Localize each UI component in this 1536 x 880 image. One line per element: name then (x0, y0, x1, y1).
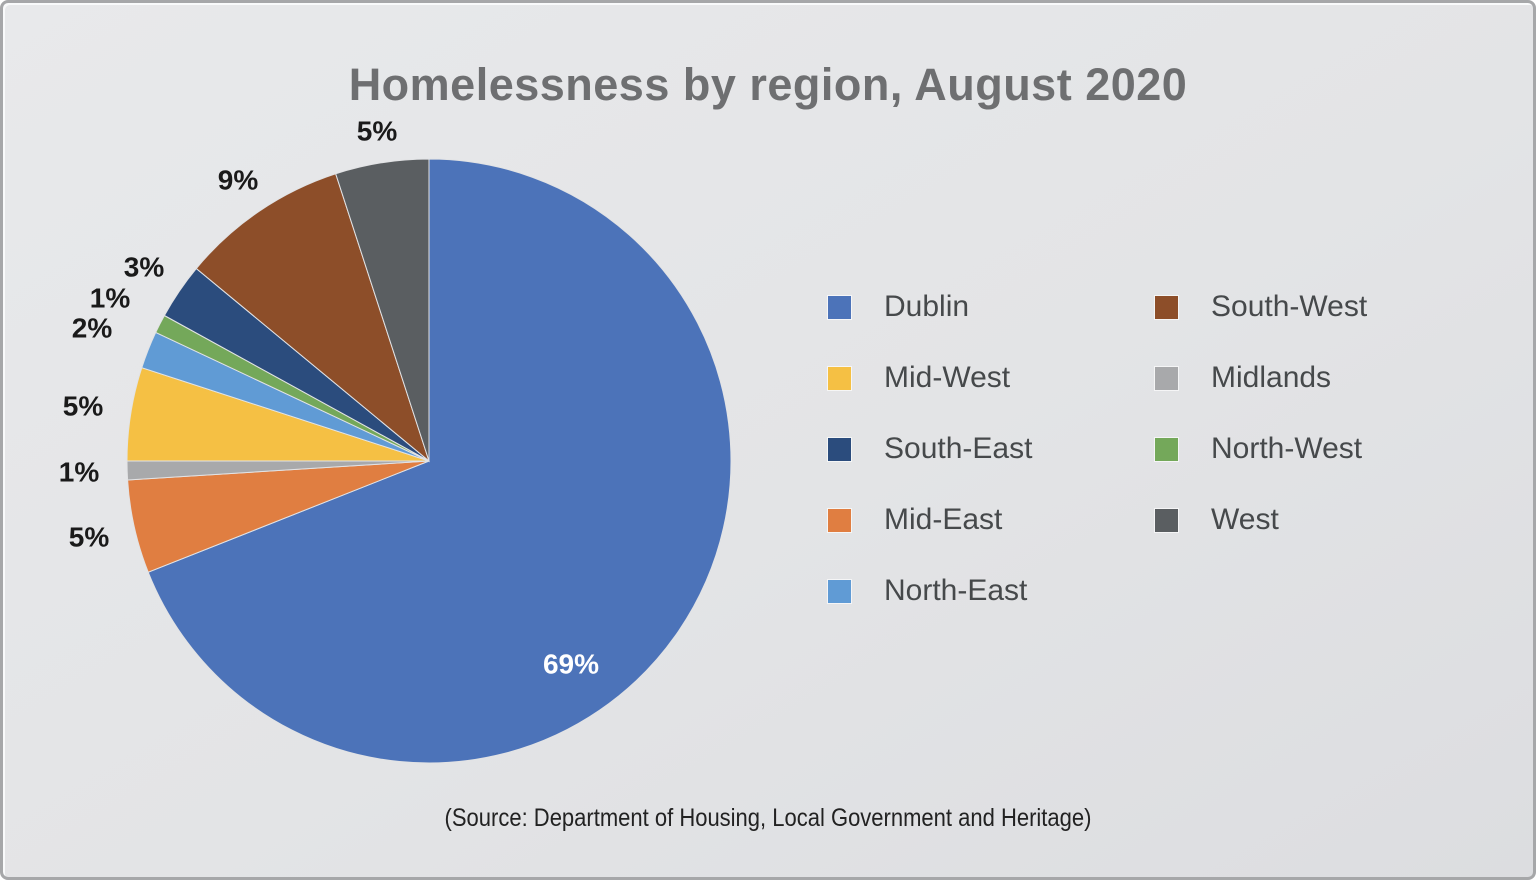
pie-slice-west (335, 158, 430, 462)
pie-slice-dublin (147, 158, 732, 764)
legend-label-north-west: North-West (1211, 432, 1363, 465)
source-note: (Source: Department of Housing, Local Go… (444, 804, 1092, 832)
slice-label-dublin: 69% (543, 649, 599, 680)
slice-label-north-east: 2% (72, 313, 113, 344)
legend-label-mid-east: Mid-East (884, 503, 1003, 536)
legend-swatch-west (1155, 508, 1178, 532)
slice-label-mid-west: 5% (63, 391, 104, 422)
legend-item-midlands: Midlands (1155, 361, 1331, 394)
slice-label-west: 5% (357, 116, 398, 147)
legend-label-dublin: Dublin (884, 290, 970, 323)
legend-swatch-south-east (828, 437, 851, 461)
pie-chart: 69%5%1%5%2%1%3%9%5% (59, 116, 732, 764)
legend-label-south-west: South-West (1211, 290, 1368, 323)
legend-label-midlands: Midlands (1211, 361, 1332, 394)
legend-label-west: West (1211, 503, 1279, 536)
slice-label-south-west: 9% (218, 165, 259, 196)
slice-label-north-west: 1% (90, 283, 131, 314)
legend-swatch-north-east (828, 579, 851, 603)
legend-swatch-mid-east (828, 508, 851, 532)
legend-label-north-east: North-East (884, 574, 1028, 607)
legend-item-north-west: North-West (1155, 432, 1362, 465)
legend-swatch-midlands (1155, 366, 1178, 390)
chart-title: Homelessness by region, August 2020 (348, 59, 1188, 110)
pie-slice-south-west (195, 173, 431, 463)
legend-item-south-west: South-West (1155, 290, 1367, 323)
slice-label-mid-east: 5% (69, 522, 110, 553)
legend-swatch-mid-west (828, 366, 851, 390)
legend-item-north-east: North-East (828, 574, 1027, 607)
legend-item-south-east: South-East (828, 432, 1032, 465)
legend-swatch-dublin (828, 295, 851, 319)
legend-item-west: West (1155, 503, 1279, 536)
legend-swatch-north-west (1155, 437, 1178, 461)
legend-item-dublin: Dublin (828, 290, 969, 323)
legend-swatch-south-west (1155, 295, 1178, 319)
slice-label-south-east: 3% (124, 252, 165, 283)
legend-label-mid-west: Mid-West (884, 361, 1011, 394)
slice-label-midlands: 1% (59, 457, 100, 488)
legend-item-mid-west: Mid-West (828, 361, 1010, 394)
legend-label-south-east: South-East (884, 432, 1033, 465)
legend-item-mid-east: Mid-East (828, 503, 1002, 536)
